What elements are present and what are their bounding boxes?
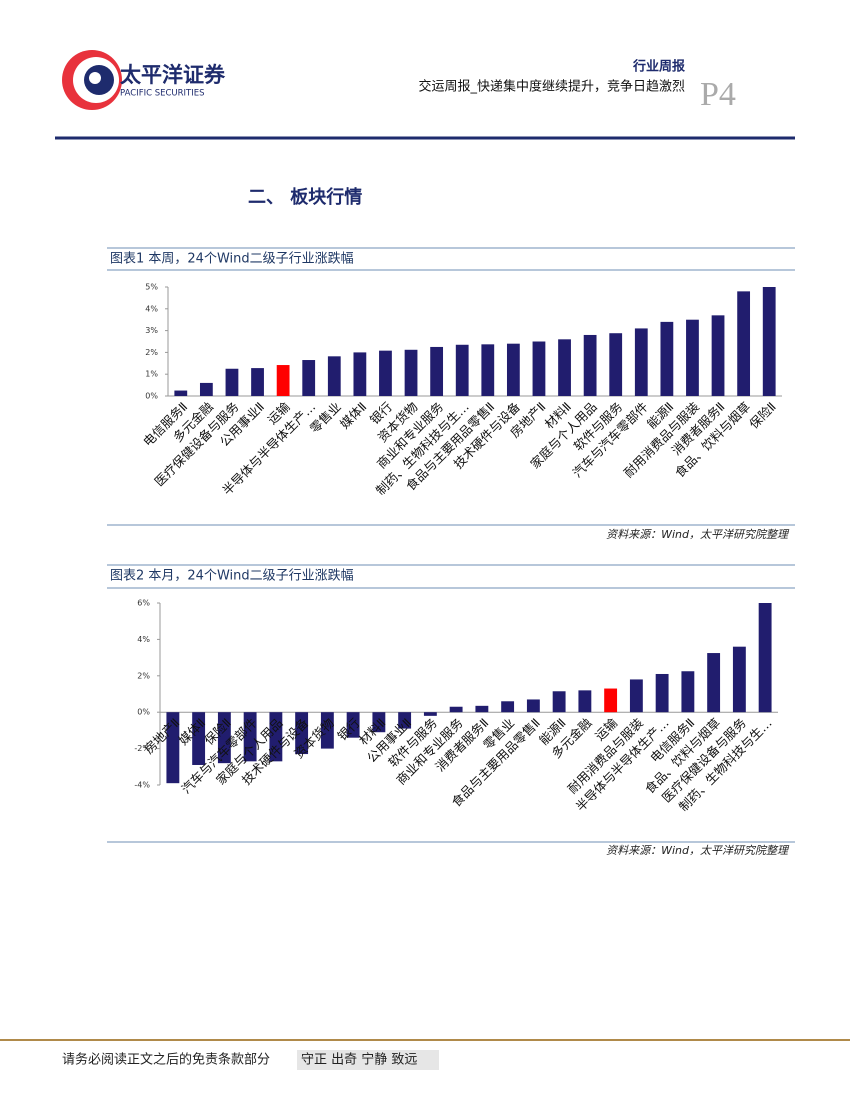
bar — [681, 671, 695, 713]
bar — [199, 382, 213, 396]
bar — [353, 352, 367, 396]
motto: 守正 出奇 宁静 致远 — [301, 1052, 417, 1068]
bar — [243, 712, 257, 762]
y-tick-label: 2% — [145, 348, 158, 357]
report-title: 交运周报_快递集中度继续提升，竞争日趋激烈 — [418, 79, 685, 95]
bar — [372, 712, 386, 733]
x-tick-label: 媒体Ⅱ — [337, 399, 370, 432]
x-tick-label: 保险Ⅱ — [746, 399, 779, 432]
y-tick-label: 4% — [137, 635, 150, 644]
bar — [660, 321, 674, 396]
bar — [475, 705, 489, 713]
page-number: P4 — [700, 76, 736, 113]
motto-bg — [297, 1050, 439, 1070]
bar — [449, 706, 463, 713]
bar — [166, 712, 180, 784]
bar — [732, 646, 746, 713]
bar — [711, 315, 725, 396]
bar — [455, 344, 469, 396]
bar — [506, 343, 520, 396]
bar — [398, 712, 412, 729]
chart-source: 资料来源：Wind，太平洋研究院整理 — [606, 528, 790, 541]
bar — [762, 287, 776, 396]
company-cn: 太平洋证券 — [120, 63, 226, 87]
y-tick-label: -4% — [134, 781, 150, 790]
company-en: PACIFIC SECURITIES — [120, 89, 205, 99]
bar — [174, 390, 188, 396]
report-type: 行业周报 — [632, 59, 686, 75]
bar — [552, 691, 566, 713]
bar — [404, 349, 418, 396]
bar — [737, 291, 751, 396]
bar — [609, 333, 623, 396]
bar — [707, 653, 721, 713]
bar — [501, 701, 515, 713]
y-tick-label: 5% — [145, 283, 158, 292]
y-tick-label: 4% — [145, 304, 158, 313]
bar — [302, 360, 316, 396]
chart-source: 资料来源：Wind，太平洋研究院整理 — [606, 844, 790, 857]
bar — [655, 673, 669, 713]
bar — [217, 712, 231, 764]
section-title: 二、 板块行情 — [248, 186, 362, 208]
y-tick-label: -2% — [134, 744, 150, 753]
y-tick-label: 0% — [145, 392, 158, 401]
bar — [604, 688, 618, 713]
bar — [583, 334, 597, 396]
bar — [225, 368, 239, 396]
bar — [276, 365, 290, 396]
bar — [532, 341, 546, 396]
y-tick-label: 1% — [145, 370, 158, 379]
bar — [251, 368, 264, 396]
bar — [526, 699, 540, 713]
bar — [558, 339, 571, 396]
bar — [269, 712, 283, 762]
bar — [346, 712, 360, 738]
disclaimer: 请务必阅读正文之后的免责条款部分 — [62, 1052, 270, 1068]
logo — [62, 50, 122, 110]
bar — [295, 712, 309, 755]
bar — [686, 319, 699, 396]
bar — [634, 328, 648, 396]
bar — [423, 712, 437, 716]
bar — [758, 603, 772, 713]
bar — [320, 712, 334, 749]
y-tick-label: 2% — [137, 671, 150, 680]
bar — [481, 344, 495, 396]
bar — [327, 356, 341, 396]
bar — [379, 350, 392, 396]
bar — [430, 346, 444, 396]
bar — [192, 712, 206, 765]
chart-title: 图表2 本月，24个Wind二级子行业涨跌幅 — [110, 568, 354, 584]
y-tick-label: 3% — [145, 326, 158, 335]
y-tick-label: 6% — [137, 599, 150, 608]
bar — [629, 679, 643, 713]
y-tick-label: 0% — [137, 708, 150, 717]
bar — [578, 690, 592, 713]
chart-title: 图表1 本周，24个Wind二级子行业涨跌幅 — [110, 251, 354, 267]
